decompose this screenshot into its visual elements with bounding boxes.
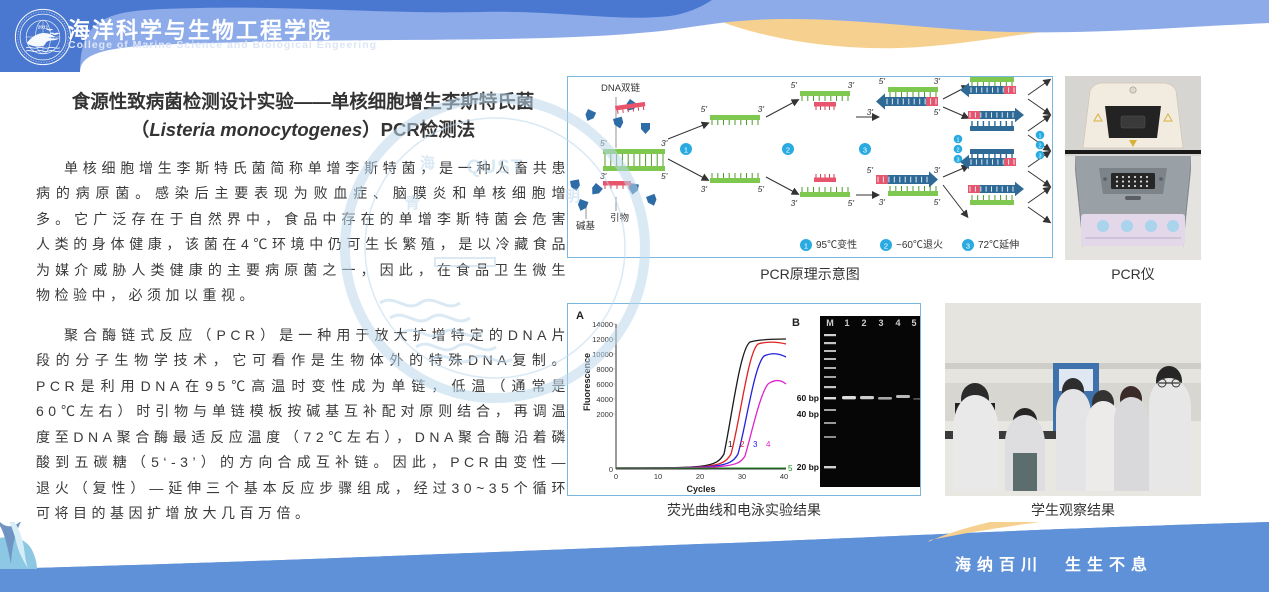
svg-text:青: 青	[405, 194, 420, 212]
svg-text:30: 30	[738, 472, 746, 481]
svg-text:Cycles: Cycles	[686, 484, 715, 494]
svg-text:5': 5'	[879, 77, 886, 86]
svg-text:20 bp: 20 bp	[797, 462, 819, 472]
svg-text:20: 20	[696, 472, 704, 481]
svg-text:95℃变性: 95℃变性	[816, 238, 857, 251]
svg-text:40: 40	[780, 472, 788, 481]
svg-text:1: 1	[728, 440, 733, 449]
svg-text:1: 1	[684, 146, 688, 155]
svg-text:3: 3	[878, 318, 883, 328]
svg-text:5: 5	[911, 318, 916, 328]
svg-text:3: 3	[753, 440, 758, 449]
svg-text:5': 5'	[791, 80, 798, 90]
svg-text:1: 1	[804, 242, 808, 251]
svg-text:5': 5'	[867, 165, 874, 175]
svg-text:3': 3'	[848, 80, 855, 90]
svg-text:3: 3	[957, 158, 960, 164]
svg-text:2: 2	[740, 440, 745, 449]
svg-text:2: 2	[861, 318, 866, 328]
svg-text:2: 2	[1039, 144, 1042, 150]
svg-text:明: 明	[565, 188, 580, 205]
svg-text:B: B	[792, 317, 800, 329]
svg-text:5': 5'	[848, 198, 855, 208]
svg-text:72℃延伸: 72℃延伸	[978, 239, 1019, 251]
svg-text:5': 5'	[934, 107, 941, 117]
svg-text:~60℃退火: ~60℃退火	[896, 239, 943, 251]
svg-text:0: 0	[614, 472, 618, 481]
svg-text:3': 3'	[934, 77, 941, 86]
svg-text:3: 3	[966, 242, 970, 251]
svg-text:10: 10	[654, 472, 662, 481]
svg-text:60 bp: 60 bp	[797, 393, 819, 403]
svg-text:2: 2	[786, 146, 790, 155]
svg-text:M: M	[826, 318, 834, 328]
svg-text:2: 2	[957, 148, 960, 154]
svg-text:0: 0	[609, 465, 613, 474]
svg-text:1: 1	[1039, 134, 1042, 140]
svg-text:海纳百川 生生不息: 海纳百川 生生不息	[955, 555, 1153, 574]
svg-text:40 bp: 40 bp	[797, 409, 819, 419]
svg-text:5': 5'	[758, 184, 765, 194]
svg-text:2000: 2000	[596, 410, 613, 419]
svg-text:1: 1	[957, 138, 960, 144]
svg-text:5': 5'	[934, 197, 941, 207]
svg-text:3: 3	[863, 146, 867, 155]
svg-text:1: 1	[844, 318, 849, 328]
svg-text:3: 3	[1039, 154, 1042, 160]
svg-text:3': 3'	[661, 138, 668, 148]
svg-text:3': 3'	[758, 104, 765, 114]
svg-text:5': 5'	[701, 104, 708, 114]
svg-text:QUST: QUST	[467, 157, 524, 178]
svg-text:5': 5'	[661, 171, 668, 181]
svg-text:海: 海	[420, 154, 435, 172]
svg-text:3': 3'	[934, 165, 941, 175]
svg-text:3': 3'	[879, 197, 886, 207]
svg-text:3': 3'	[791, 198, 798, 208]
svg-text:3': 3'	[701, 184, 708, 194]
svg-text:3': 3'	[867, 107, 874, 117]
svg-text:2: 2	[884, 242, 888, 251]
svg-text:4: 4	[766, 440, 771, 449]
svg-text:4: 4	[895, 318, 900, 328]
